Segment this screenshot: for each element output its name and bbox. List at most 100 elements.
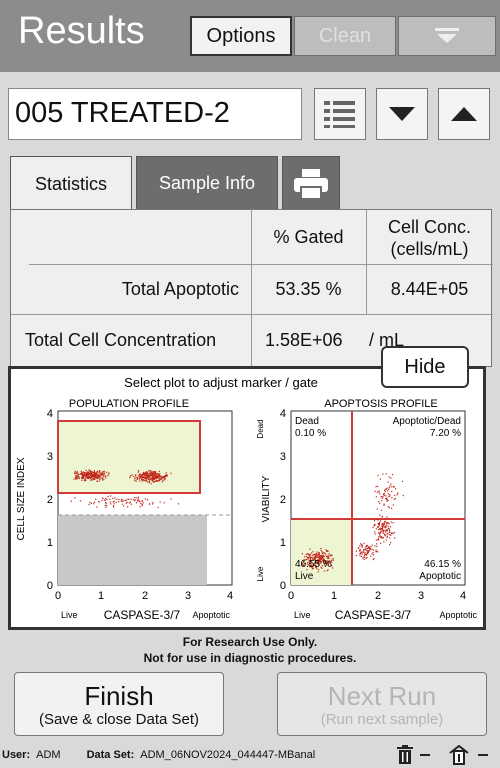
scatter-dot <box>94 475 96 477</box>
tab-statistics[interactable]: Statistics <box>10 156 132 212</box>
scatter-dot <box>385 526 387 528</box>
export-icon[interactable] <box>448 745 470 765</box>
scatter-dot <box>379 514 381 516</box>
scatter-dot <box>139 506 141 508</box>
scatter-dot <box>99 477 101 479</box>
scatter-dot <box>366 548 368 550</box>
scatter-dot <box>104 475 106 477</box>
scatter-dot <box>364 546 366 548</box>
scatter-dot <box>146 499 148 501</box>
hide-button[interactable]: Hide <box>381 346 469 388</box>
scatter-dot <box>318 555 321 557</box>
scatter-dot <box>107 475 109 477</box>
apoptosis-title: APOPTOSIS PROFILE <box>324 398 438 410</box>
scatter-dot <box>128 498 130 500</box>
scatter-dot <box>85 475 87 477</box>
scatter-dot <box>318 561 320 563</box>
scatter-dot <box>152 471 154 473</box>
apoptosis-ylabel: VIABILITY <box>261 475 272 522</box>
next-run-button[interactable]: Next Run (Run next sample) <box>277 672 487 736</box>
scatter-dot <box>332 558 334 560</box>
trash-icon[interactable] <box>396 745 414 765</box>
scatter-dot <box>374 533 376 535</box>
scatter-dot <box>317 560 319 562</box>
scatter-dot <box>375 528 377 530</box>
scatter-dot <box>152 471 154 473</box>
scatter-dot <box>355 554 358 557</box>
scatter-dot <box>80 473 82 475</box>
scatter-dot <box>381 528 383 530</box>
q-apodead-pct: 7.20 % <box>430 428 461 439</box>
scatter-dot <box>391 497 393 499</box>
minus-icon <box>478 754 488 756</box>
scatter-dot <box>98 480 100 482</box>
scatter-dot <box>312 558 314 560</box>
print-button[interactable] <box>282 156 340 210</box>
scatter-dot <box>158 478 160 480</box>
scatter-dot <box>366 544 368 547</box>
scatter-dot <box>385 488 387 491</box>
population-gate[interactable] <box>57 420 201 494</box>
scatter-dot <box>377 519 379 521</box>
scatter-dot <box>383 503 385 505</box>
scatter-dot <box>116 498 118 500</box>
scatter-dot <box>321 554 323 556</box>
scatter-dot <box>378 533 380 535</box>
scatter-dot <box>314 555 316 557</box>
scatter-dot <box>132 499 134 501</box>
population-profile-plot[interactable]: POPULATION PROFILE CELL SIZE INDEX 0 1 2… <box>16 398 233 622</box>
scatter-dot <box>315 565 317 567</box>
apo-y-bottom-label: Live <box>256 566 265 581</box>
apoptosis-profile-plot[interactable]: APOPTOSIS PROFILE Dead 0.10 % Apoptotic/… <box>256 398 477 622</box>
list-icon <box>324 101 355 128</box>
scatter-dot <box>322 555 324 557</box>
tab-sample-info[interactable]: Sample Info <box>136 156 278 210</box>
scatter-dot <box>82 475 85 478</box>
scatter-dot <box>86 471 89 473</box>
scatter-dot <box>326 557 328 559</box>
options-button[interactable]: Options <box>190 16 292 56</box>
scatter-dot <box>125 502 127 504</box>
clean-button[interactable]: Clean <box>294 16 396 56</box>
scatter-dot <box>148 479 150 481</box>
scatter-dot <box>142 472 144 474</box>
next-sample-button[interactable] <box>376 88 428 140</box>
previous-sample-button[interactable] <box>438 88 490 140</box>
scatter-dot <box>163 479 165 481</box>
scatter-dot <box>390 483 392 485</box>
scatter-dot <box>320 549 322 552</box>
pop-ytick-0: 0 <box>47 580 53 592</box>
scatter-dot <box>155 477 157 479</box>
pop-xtick-0: 0 <box>55 590 61 602</box>
scatter-dot <box>165 475 167 477</box>
scatter-dot <box>142 478 144 480</box>
scatter-dot <box>89 477 91 479</box>
divider <box>251 210 252 368</box>
scatter-dot <box>164 478 166 480</box>
scatter-dot <box>153 474 155 477</box>
finish-button[interactable]: Finish (Save & close Data Set) <box>14 672 224 736</box>
scatter-dot <box>99 471 101 473</box>
scatter-dot <box>141 478 143 481</box>
scatter-dot <box>104 504 106 506</box>
menu-dropdown-button[interactable] <box>398 16 496 56</box>
scatter-dot <box>368 550 370 552</box>
scatter-dot <box>390 542 392 544</box>
scatter-dot <box>177 503 180 505</box>
scatter-dot <box>165 472 167 474</box>
scatter-dot <box>145 473 148 475</box>
sample-list-button[interactable] <box>314 88 366 140</box>
scatter-dot <box>89 473 91 475</box>
scatter-dot <box>321 558 323 560</box>
sample-name-field[interactable]: 005 TREATED-2 <box>8 88 302 140</box>
scatter-dot <box>103 499 105 501</box>
scatter-dot <box>95 477 98 479</box>
scatter-dot <box>76 476 78 478</box>
scatter-dot <box>163 502 165 504</box>
scatter-dot <box>152 476 154 478</box>
scatter-dot <box>316 555 318 557</box>
scatter-dot <box>150 474 152 477</box>
scatter-dot <box>76 478 78 480</box>
scatter-dot <box>85 474 87 476</box>
scatter-dot <box>122 500 124 502</box>
